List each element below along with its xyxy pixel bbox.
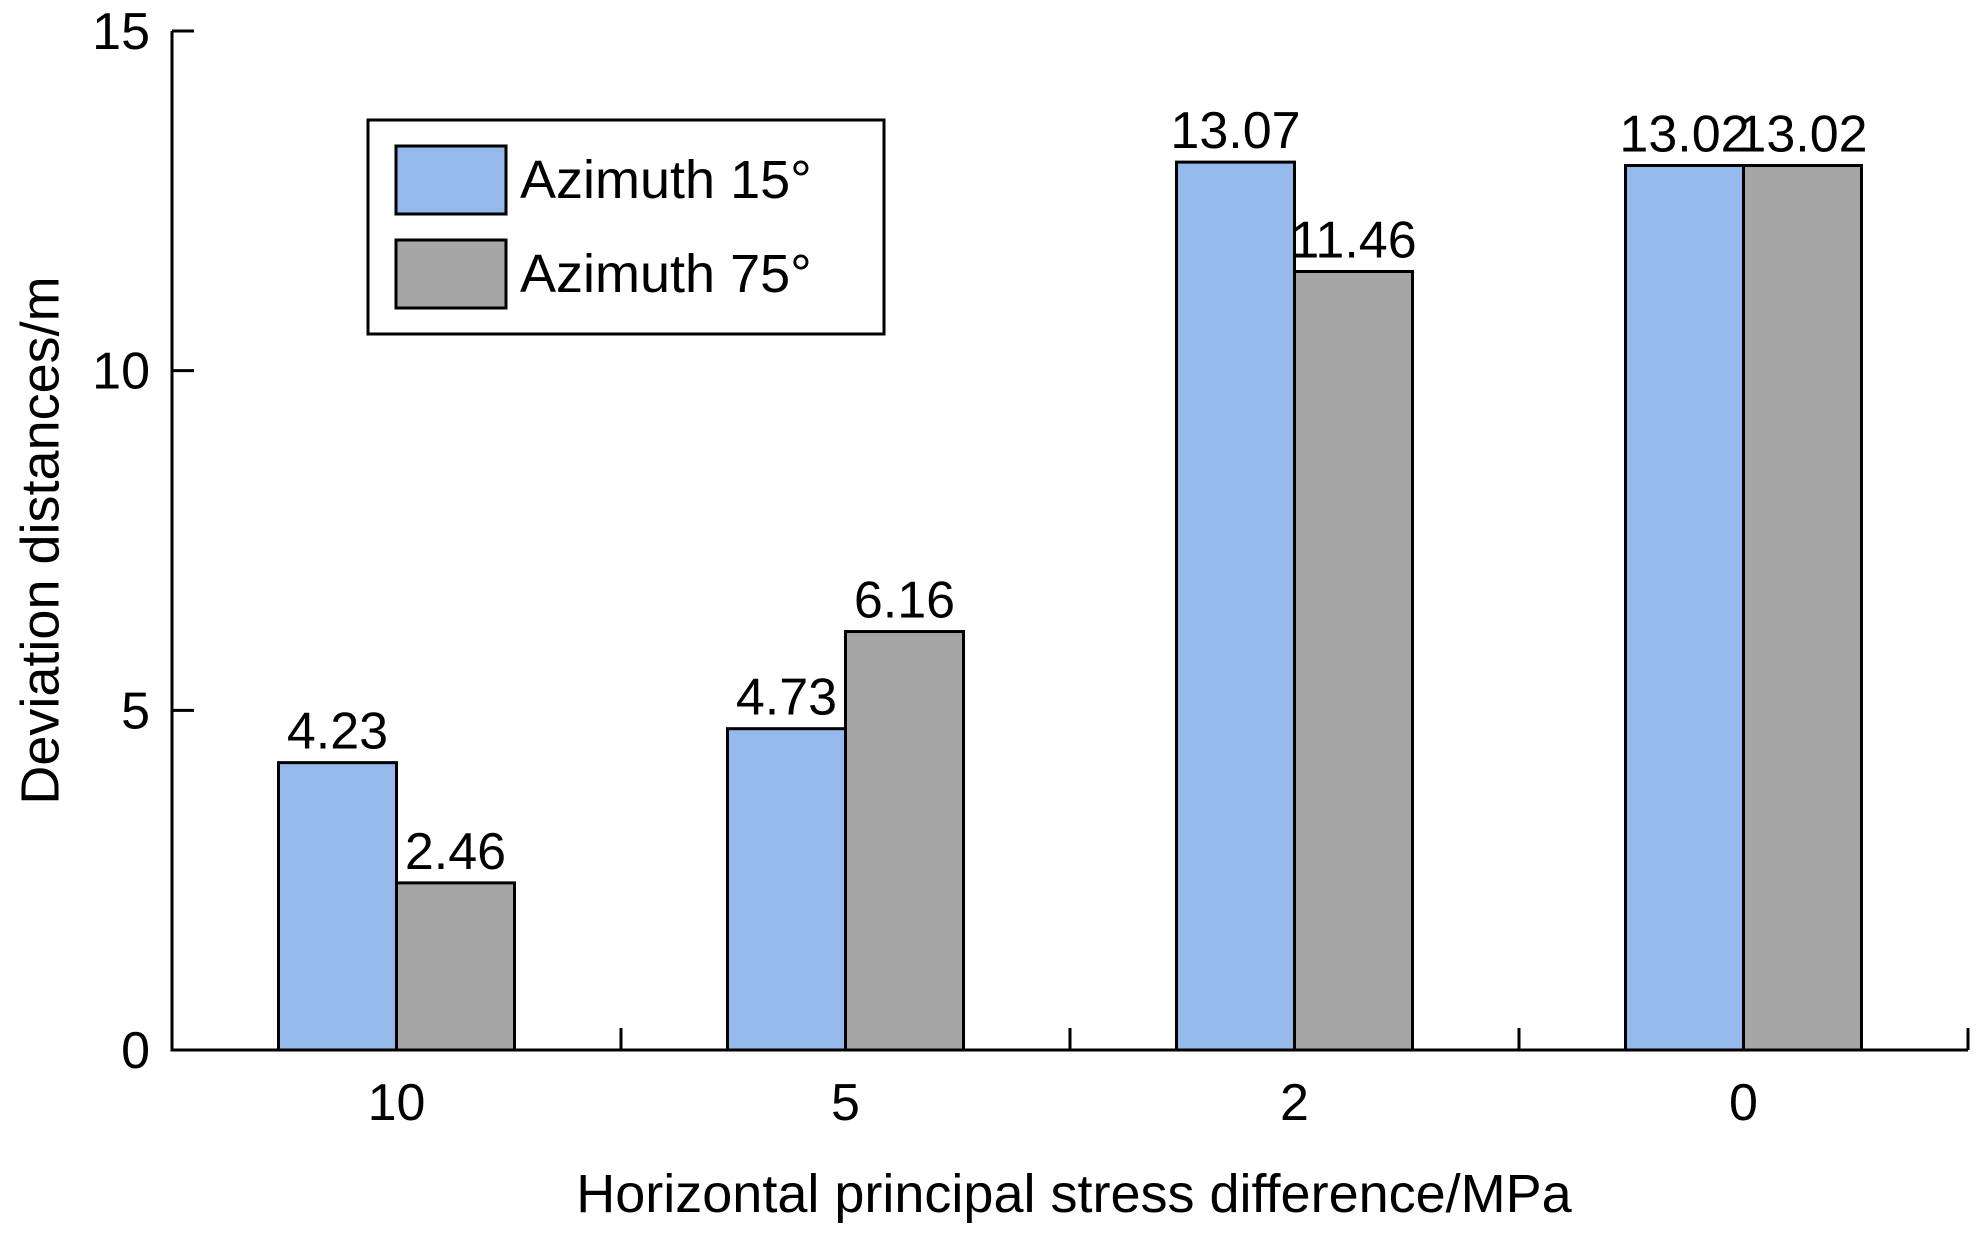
bar-series-0-cat-3 <box>1624 164 1745 1052</box>
x-axis-title: Horizontal principal stress difference/M… <box>576 1164 1572 1224</box>
x-tick-label: 0 <box>1729 1074 1758 1132</box>
legend: Azimuth 15° Azimuth 75° <box>366 118 886 336</box>
legend-swatch-0 <box>394 144 508 216</box>
y-tick-label: 5 <box>121 682 150 740</box>
legend-swatch-1 <box>394 238 508 310</box>
bar-value-label: 6.16 <box>854 572 955 630</box>
bar-value-label: 13.02 <box>1737 106 1867 164</box>
y-axis-title: Deviation distances/m <box>10 276 70 804</box>
bar-value-label: 2.46 <box>405 823 506 881</box>
bar-value-label: 4.73 <box>736 669 837 727</box>
x-tick-label: 5 <box>831 1074 860 1132</box>
bar-series-0-cat-2 <box>1175 160 1296 1052</box>
legend-label-1: Azimuth 75° <box>520 244 812 304</box>
legend-label-0: Azimuth 15° <box>520 150 812 210</box>
bar-series-0-cat-1 <box>726 727 847 1052</box>
bar-value-label: 13.02 <box>1619 106 1749 164</box>
bar-series-1-cat-0 <box>395 881 516 1052</box>
y-tick-label: 15 <box>92 3 150 61</box>
bar-series-1-cat-1 <box>844 630 965 1052</box>
bars-layer <box>277 160 1863 1052</box>
bar-value-label: 13.07 <box>1170 102 1300 160</box>
x-tick-label: 10 <box>368 1074 426 1132</box>
y-tick-label: 0 <box>121 1022 150 1080</box>
bar-series-1-cat-3 <box>1742 164 1863 1052</box>
axes-layer: 0 5 10 15 10 5 2 0 <box>92 3 1970 1132</box>
bar-series-0-cat-0 <box>277 761 398 1052</box>
bar-series-1-cat-2 <box>1293 269 1414 1052</box>
x-tick-label: 2 <box>1280 1074 1309 1132</box>
bar-value-label: 4.23 <box>287 703 388 761</box>
bar-value-label: 11.46 <box>1290 211 1416 269</box>
y-tick-label: 10 <box>92 343 150 401</box>
